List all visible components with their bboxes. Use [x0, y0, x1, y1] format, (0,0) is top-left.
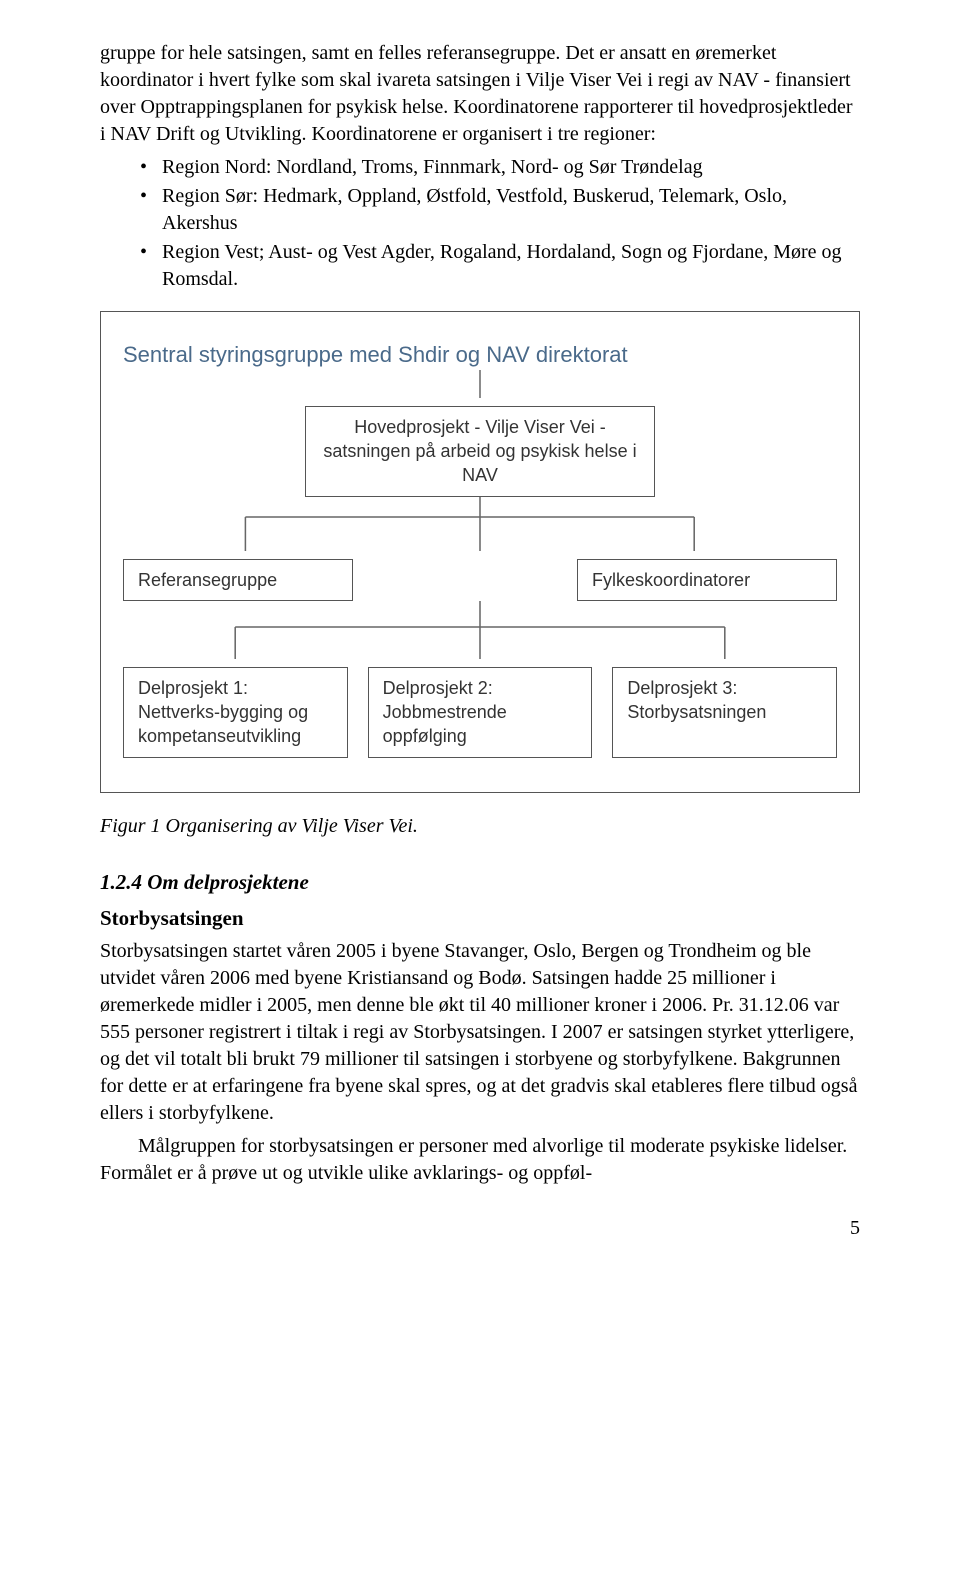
list-item: Region Vest; Aust- og Vest Agder, Rogala… [140, 239, 860, 293]
section-heading-1-2-4: 1.2.4 Om delprosjektene [100, 868, 860, 896]
hovedprosjekt-line2: satsningen på arbeid og psykisk helse i … [320, 439, 640, 488]
diagram-title: Sentral styringsgruppe med Shdir og NAV … [123, 340, 837, 370]
delprosjekt-2-l3: oppfølging [383, 724, 578, 748]
hovedprosjekt-box: Hovedprosjekt - Vilje Viser Vei - satsni… [305, 406, 655, 497]
delprosjekt-1-box: Delprosjekt 1: Nettverks-bygging og komp… [123, 667, 348, 758]
connector [123, 601, 837, 659]
delprosjekt-2-l2: Jobbmestrende [383, 700, 578, 724]
delprosjekt-3-l1: Delprosjekt 3: [627, 676, 822, 700]
delprosjekt-2-l1: Delprosjekt 2: [383, 676, 578, 700]
page-number: 5 [100, 1215, 860, 1242]
subheading-storbysatsingen: Storbysatsingen [100, 904, 860, 932]
figure-caption: Figur 1 Organisering av Vilje Viser Vei. [100, 813, 860, 840]
list-item: Region Sør: Hedmark, Oppland, Østfold, V… [140, 183, 860, 237]
storby-paragraph-1: Storbysatsingen startet våren 2005 i bye… [100, 938, 860, 1127]
org-diagram: Sentral styringsgruppe med Shdir og NAV … [100, 311, 860, 793]
connector [123, 370, 837, 398]
referansegruppe-box: Referansegruppe [123, 559, 353, 601]
hovedprosjekt-line1: Hovedprosjekt - Vilje Viser Vei - [320, 415, 640, 439]
region-list: Region Nord: Nordland, Troms, Finnmark, … [100, 154, 860, 293]
delprosjekt-row: Delprosjekt 1: Nettverks-bygging og komp… [123, 667, 837, 758]
delprosjekt-1-l3: kompetanseutvikling [138, 724, 333, 748]
list-item: Region Nord: Nordland, Troms, Finnmark, … [140, 154, 860, 181]
delprosjekt-1-l1: Delprosjekt 1: [138, 676, 333, 700]
delprosjekt-3-l2: Storbysatsningen [627, 700, 822, 724]
delprosjekt-1-l2: Nettverks-bygging og [138, 700, 333, 724]
delprosjekt-2-box: Delprosjekt 2: Jobbmestrende oppfølging [368, 667, 593, 758]
fylkeskoordinatorer-box: Fylkeskoordinatorer [577, 559, 837, 601]
delprosjekt-3-box: Delprosjekt 3: Storbysatsningen [612, 667, 837, 758]
mid-row: Referansegruppe Fylkeskoordinatorer [123, 559, 837, 601]
storby-paragraph-2: Målgruppen for storbysatsingen er person… [100, 1133, 860, 1187]
connector [123, 497, 837, 551]
intro-paragraph: gruppe for hele satsingen, samt en felle… [100, 40, 860, 148]
